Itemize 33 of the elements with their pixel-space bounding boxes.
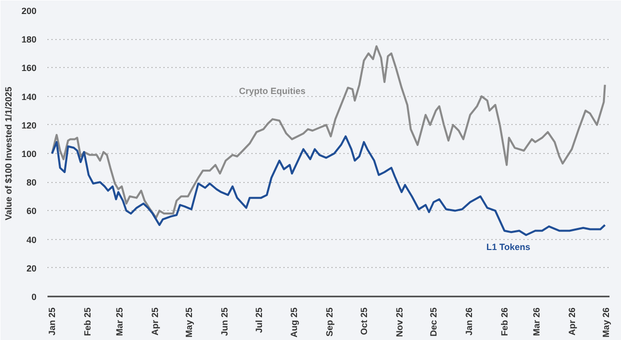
y-tick-label: 180 bbox=[21, 34, 37, 45]
x-tick-label: Jun 25 bbox=[220, 307, 230, 336]
x-tick-label: Sep 25 bbox=[324, 307, 335, 337]
y-tick-label: 120 bbox=[21, 120, 37, 130]
y-tick-label: 160 bbox=[21, 63, 37, 74]
x-tick-label: Dec 25 bbox=[428, 307, 439, 337]
x-tick-label: Aug 25 bbox=[289, 307, 300, 338]
line-series bbox=[51, 45, 606, 219]
x-tick-label: Jan 26 bbox=[464, 307, 474, 336]
y-tick-label: 200 bbox=[21, 6, 37, 16]
y-tick-label: 140 bbox=[21, 92, 37, 102]
x-tick-label: Oct 25 bbox=[358, 308, 369, 336]
y-tick-label: 100 bbox=[21, 149, 37, 159]
x-tick-label: Feb 25 bbox=[82, 307, 92, 336]
text: Crypto Equities bbox=[239, 86, 306, 96]
y-tick-label: 80 bbox=[26, 178, 37, 188]
y-tick-label: 20 bbox=[26, 263, 37, 274]
series-label: L1 Tokens bbox=[486, 242, 530, 252]
x-tick-label: Nov 25 bbox=[394, 308, 404, 338]
x-tick-label: Mar 26 bbox=[531, 307, 542, 336]
x-tick-label: May 25 bbox=[184, 307, 194, 338]
x-tick-label: Apr 26 bbox=[566, 307, 577, 336]
y-tick-label: 40 bbox=[26, 234, 37, 245]
x-tick-label: Apr 25 bbox=[150, 307, 160, 336]
line-series bbox=[51, 135, 606, 236]
x-tick-label: Jan 25 bbox=[47, 307, 58, 336]
y-tick-label: 60 bbox=[26, 206, 37, 216]
x-tick-label: May 26 bbox=[601, 307, 612, 338]
y-axis-title: Value of $100 Invested 1/1/2025 bbox=[3, 86, 14, 220]
x-tick-label: Mar 25 bbox=[114, 307, 124, 336]
x-tick-label: Feb 26 bbox=[499, 307, 510, 336]
y-tick-label: 0 bbox=[31, 292, 37, 302]
x-tick-label: Jul 25 bbox=[254, 308, 264, 334]
